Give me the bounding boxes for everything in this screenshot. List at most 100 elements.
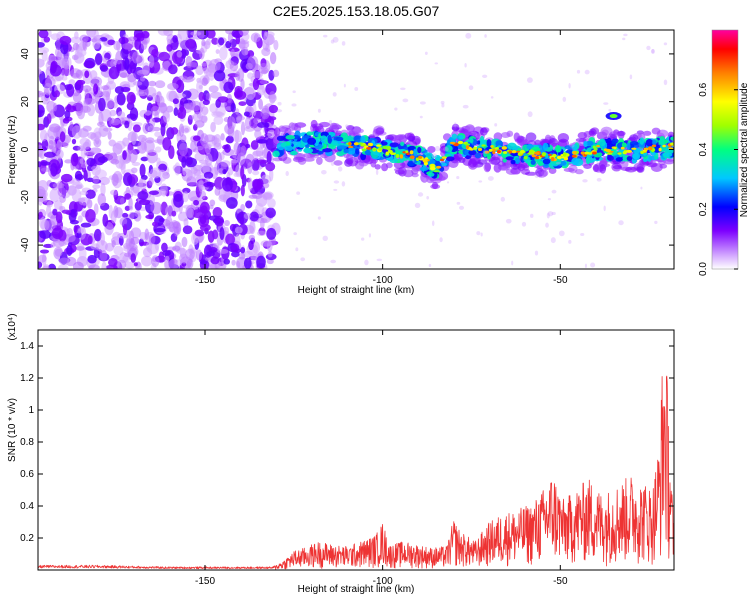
spectrogram-cell [547, 198, 552, 201]
spectrogram-cell [267, 116, 277, 121]
spectrogram-cell [137, 77, 149, 90]
spectrogram-cell [269, 168, 274, 182]
spectrogram-cell [209, 199, 216, 207]
colorbar-tick-label: 0.4 [698, 142, 709, 156]
spectrogram-cell [66, 103, 72, 111]
spectrogram-cell [93, 203, 99, 216]
spectrogram-cell [69, 208, 78, 218]
spectrogram-cell [502, 158, 507, 163]
spectrogram-cell [234, 248, 242, 253]
spectrogram-cell [249, 211, 259, 222]
spectrogram-cell [44, 220, 56, 231]
spectrogram-cell [38, 42, 45, 48]
spectrogram-cell [542, 158, 551, 165]
spectrogram-cell [38, 58, 45, 68]
spectrogram-cell [139, 163, 146, 178]
spectrogram-cell [199, 47, 205, 60]
spectrogram-marks [38, 30, 674, 269]
spectrogram-cell [122, 242, 132, 250]
spectrogram-cell [584, 263, 587, 269]
spectrogram-cell [199, 190, 207, 200]
spectrogram-cell [73, 225, 78, 234]
spectrogram-cell [343, 148, 350, 154]
spectrogram-cell [333, 160, 343, 166]
spectrogram-cell [464, 62, 467, 68]
spectrogram-cell [80, 162, 88, 169]
spectrogram-cell [113, 40, 121, 51]
snr-ytick-label: 1.4 [20, 341, 34, 352]
colorbar-label: Normalized spectral amplitude [739, 82, 750, 217]
spectrogram-cell [250, 249, 258, 261]
spectrogram-cell [158, 51, 170, 62]
spectrogram-cell [148, 54, 155, 68]
spectrogram-cell [47, 126, 59, 140]
spectrogram-cell [148, 176, 154, 186]
spectrogram-cell [667, 131, 674, 138]
spectrogram-cell [295, 247, 299, 252]
spectrogram-cell [650, 48, 656, 54]
spectrogram-cell [486, 139, 492, 148]
spectrogram-cell [156, 157, 161, 165]
spectrogram-cell [225, 233, 236, 246]
spectrogram-cell [332, 92, 337, 97]
spectrogram-cell [291, 103, 297, 107]
spectrogram-cell [66, 227, 73, 238]
spectrogram-cell [307, 137, 317, 145]
spectrogram-cell [97, 193, 107, 207]
snr-ytick-label: 0.4 [20, 501, 34, 512]
spectrogram-cell [375, 169, 379, 176]
spectrogram-cell [402, 98, 409, 103]
spectrogram-xtick-label: -100 [373, 275, 393, 286]
spectrogram-cell [243, 257, 252, 269]
spectrogram-cell [222, 168, 227, 175]
spectrogram-cell [72, 91, 82, 103]
spectrogram-cell [43, 151, 56, 158]
spectrogram-cell [192, 135, 201, 142]
spectrogram-cell [506, 130, 514, 137]
snr-panel: -150 -100 -50 0.2 0.4 0.6 0.8 1 1.2 1.4 Height of… [7, 313, 675, 595]
spectrogram-cell [119, 197, 125, 205]
spectrogram-cell [353, 135, 363, 142]
spectrogram-cell [669, 142, 674, 146]
spectrogram-cell [140, 174, 148, 181]
spectrogram-cell [269, 52, 277, 65]
spectrogram-cell [148, 233, 156, 245]
spectrogram-cell [555, 145, 562, 153]
spectrogram-cell [629, 134, 639, 143]
spectrogram-cell [265, 207, 276, 219]
spectrogram-cell [361, 148, 367, 152]
spectrogram-cell [599, 164, 607, 174]
spectrogram-cell [293, 232, 297, 236]
spectrogram-cell [120, 86, 131, 93]
spectrogram-cell [267, 250, 273, 258]
spectrogram-cell [428, 263, 432, 268]
spectrogram-cell [194, 229, 205, 237]
spectrogram-cell [38, 197, 43, 206]
spectrogram-cell [380, 141, 388, 146]
spectrogram-cell [385, 151, 390, 156]
snr-xtick-label: -50 [553, 576, 568, 587]
spectrogram-cell [409, 150, 414, 155]
spectrogram-cell [107, 131, 112, 140]
spectrogram-cell [154, 146, 162, 153]
spectrogram-cell [66, 245, 73, 257]
spectrogram-cell [237, 113, 243, 119]
spectrogram-cell [562, 96, 567, 102]
spectrogram-cell [596, 144, 600, 148]
spectrogram-cell [376, 144, 382, 147]
spectrogram-cell [59, 35, 72, 46]
spectrogram-cell [483, 162, 491, 173]
spectrogram-cell [211, 110, 224, 118]
spectrogram-cell [310, 119, 318, 129]
spectrogram-cell [100, 108, 112, 122]
spectrogram-cell [56, 149, 64, 159]
spectrogram-cell [458, 157, 466, 164]
spectrogram-cell [330, 259, 337, 264]
spectrogram-cell [76, 101, 84, 114]
spectrogram-cell [590, 262, 596, 268]
spectrogram-cell [149, 117, 156, 129]
spectrogram-cell [150, 105, 161, 116]
spectrogram-cell [248, 234, 256, 241]
spectrogram-cell [103, 72, 110, 79]
spectrogram-cell [50, 162, 58, 177]
